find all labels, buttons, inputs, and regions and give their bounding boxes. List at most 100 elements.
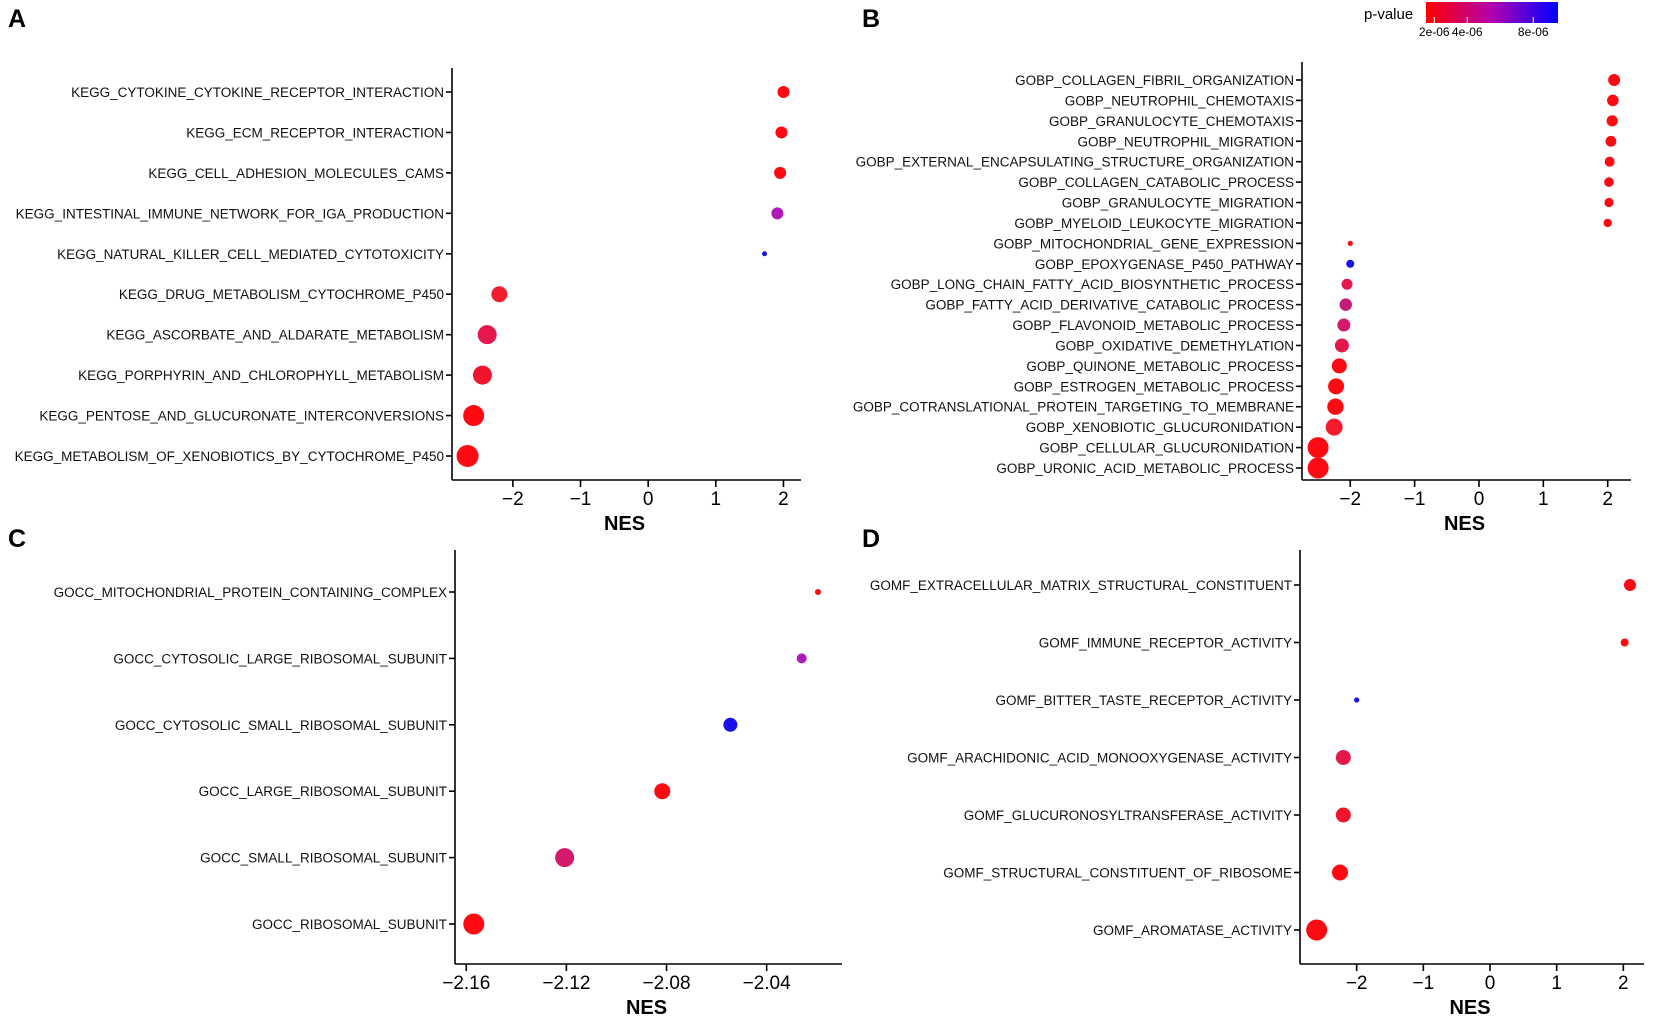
x-axis-title: NES: [1449, 997, 1490, 1019]
term-label: KEGG_NATURAL_KILLER_CELL_MEDIATED_CYTOTO…: [57, 247, 444, 262]
term-label: GOBP_COLLAGEN_FIBRIL_ORGANIZATION: [1015, 73, 1294, 88]
term-label: GOMF_EXTRACELLULAR_MATRIX_STRUCTURAL_CON…: [870, 578, 1292, 593]
x-tick-label: 1: [1551, 973, 1562, 994]
term-dot: [1605, 135, 1617, 147]
term-dot: [1306, 919, 1328, 941]
term-label: GOBP_GRANULOCYTE_CHEMOTAXIS: [1049, 114, 1294, 129]
term-dot: [1607, 94, 1619, 107]
term-dot: [1307, 457, 1329, 479]
term-dot: [1604, 177, 1614, 187]
term-label: KEGG_CELL_ADHESION_MOLECULES_CAMS: [148, 166, 444, 181]
term-label: GOBP_XENOBIOTIC_GLUCURONIDATION: [1026, 420, 1294, 435]
term-dot: [771, 207, 784, 220]
term-dot: [477, 325, 497, 345]
x-tick-label: −2: [1339, 489, 1361, 510]
term-label: KEGG_CYTOKINE_CYTOKINE_RECEPTOR_INTERACT…: [71, 85, 444, 100]
term-dot: [1332, 864, 1348, 881]
term-dot: [1335, 750, 1351, 765]
term-dot: [1620, 638, 1629, 647]
term-dot: [1603, 218, 1612, 228]
term-label: KEGG_ASCORBATE_AND_ALDARATE_METABOLISM: [106, 328, 444, 343]
panel-c: C −2.16 −2.12 −2.08 −2.04 NES GOCC_MITOCHONDRI…: [8, 525, 842, 1019]
term-label: GOCC_RIBOSOMAL_SUBUNIT: [252, 917, 447, 932]
term-dot: [1354, 697, 1360, 703]
term-dot: [1624, 579, 1636, 591]
x-tick-label: −1: [1404, 489, 1426, 510]
term-label: KEGG_ECM_RECEPTOR_INTERACTION: [186, 125, 444, 140]
term-dot: [1337, 318, 1351, 332]
panel-letter: B: [862, 5, 880, 33]
term-label: GOCC_LARGE_RIBOSOMAL_SUBUNIT: [199, 784, 447, 799]
x-tick-label: −2: [502, 489, 524, 510]
x-tick-label: 0: [1485, 973, 1496, 994]
term-dot: [1331, 358, 1347, 374]
term-dot: [774, 166, 787, 179]
term-dot: [1307, 437, 1329, 459]
term-label: GOMF_IMMUNE_RECEPTOR_ACTIVITY: [1039, 636, 1292, 651]
term-dot: [1608, 74, 1621, 86]
term-label: GOBP_URONIC_ACID_METABOLIC_PROCESS: [996, 461, 1294, 476]
panel-letter: C: [8, 525, 26, 553]
x-tick-label: 2: [778, 489, 789, 510]
x-axis-title: NES: [626, 997, 667, 1019]
term-dot: [456, 445, 479, 467]
term-label: GOMF_BITTER_TASTE_RECEPTOR_ACTIVITY: [995, 693, 1292, 708]
x-tick-label: 2: [1618, 973, 1629, 994]
term-dot: [463, 405, 485, 427]
term-dot: [463, 913, 485, 935]
x-tick-label: 0: [1474, 489, 1485, 510]
term-label: GOBP_MYELOID_LEUKOCYTE_MIGRATION: [1014, 216, 1294, 231]
term-dot: [1346, 259, 1355, 268]
term-dot: [762, 251, 768, 257]
x-tick-label: 0: [643, 489, 654, 510]
term-label: GOBP_NEUTROPHIL_MIGRATION: [1077, 134, 1294, 149]
pvalue-legend: p-value 2e-06 4e-06 8e-06: [1364, 2, 1558, 39]
x-tick-label: −2.12: [542, 973, 590, 994]
term-dot: [654, 783, 671, 800]
term-dot: [1604, 197, 1614, 208]
term-label: GOBP_FATTY_ACID_DERIVATIVE_CATABOLIC_PRO…: [925, 298, 1294, 313]
term-dot: [1347, 240, 1353, 246]
term-label: GOCC_CYTOSOLIC_LARGE_RIBOSOMAL_SUBUNIT: [113, 651, 447, 666]
legend-colorbar: [1426, 2, 1558, 23]
term-label: GOCC_CYTOSOLIC_SMALL_RIBOSOMAL_SUBUNIT: [115, 718, 447, 733]
term-dot: [723, 717, 738, 732]
legend-tick-label-2: 8e-06: [1518, 25, 1549, 39]
term-dot: [472, 365, 492, 385]
x-tick-label: −1: [570, 489, 592, 510]
term-label: KEGG_PENTOSE_AND_GLUCURONATE_INTERCONVER…: [39, 409, 444, 424]
term-label: KEGG_PORPHYRIN_AND_CHLOROPHYLL_METABOLIS…: [78, 368, 444, 383]
panel-a: A −2 −1 0 1 2 NES KEGG_CYTOKINE_CYTOKINE_RECEPT…: [8, 5, 801, 535]
term-dot: [1325, 418, 1343, 436]
legend-ticks: 2e-06 4e-06 8e-06: [1419, 17, 1549, 39]
term-label: KEGG_METABOLISM_OF_XENOBIOTICS_BY_CYTOCH…: [15, 449, 444, 464]
x-tick-label: 1: [711, 489, 722, 510]
term-dot: [1339, 298, 1352, 311]
term-label: GOBP_ESTROGEN_METABOLIC_PROCESS: [1014, 379, 1294, 394]
panel-letter: D: [862, 525, 880, 553]
term-label: GOCC_SMALL_RIBOSOMAL_SUBUNIT: [200, 851, 447, 866]
term-label: GOBP_QUINONE_METABOLIC_PROCESS: [1026, 359, 1294, 374]
term-dot: [491, 286, 508, 303]
term-dot: [796, 653, 807, 664]
x-tick-label: −2: [1346, 973, 1368, 994]
term-label: GOMF_STRUCTURAL_CONSTITUENT_OF_RIBOSOME: [943, 866, 1292, 881]
term-dot: [777, 86, 790, 98]
panel-d: D −2 −1 0 1 2 NES GOMF_EXTRACELLULAR_MATRIX_STR…: [862, 525, 1644, 1019]
term-dot: [555, 848, 575, 868]
term-dot: [1341, 278, 1353, 290]
x-tick-label: −2.16: [442, 973, 490, 994]
term-label: GOMF_ARACHIDONIC_ACID_MONOOXYGENASE_ACTI…: [907, 751, 1292, 766]
term-label: GOBP_LONG_CHAIN_FATTY_ACID_BIOSYNTHETIC_…: [891, 277, 1294, 292]
term-label: GOBP_COTRANSLATIONAL_PROTEIN_TARGETING_T…: [853, 400, 1294, 415]
term-dot: [775, 126, 788, 139]
term-label: GOCC_MITOCHONDRIAL_PROTEIN_CONTAINING_CO…: [54, 585, 447, 600]
term-dot: [1334, 338, 1349, 353]
panel-b: B −2 −1 0 1 2 NES GOBP_COLLAGEN_FIBRIL_ORGANIZA…: [853, 5, 1631, 535]
term-label: KEGG_DRUG_METABOLISM_CYTOCHROME_P450: [119, 287, 444, 302]
term-label: GOBP_MITOCHONDRIAL_GENE_EXPRESSION: [993, 236, 1294, 251]
legend-tick-label-1: 4e-06: [1452, 25, 1483, 39]
term-label: GOBP_GRANULOCYTE_MIGRATION: [1062, 196, 1294, 211]
x-tick-label: 2: [1602, 489, 1613, 510]
